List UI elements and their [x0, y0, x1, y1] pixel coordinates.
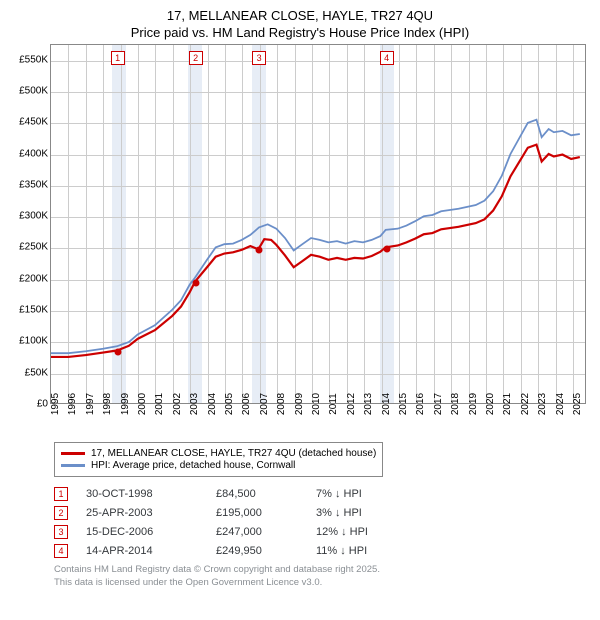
col-price: £249,950 — [216, 545, 316, 557]
y-tick-label: £400K — [19, 148, 48, 159]
y-tick-label: £450K — [19, 117, 48, 128]
row-marker: 3 — [54, 525, 68, 539]
y-tick-label: £150K — [19, 305, 48, 316]
col-date: 14-APR-2014 — [86, 545, 216, 557]
row-marker: 4 — [54, 544, 68, 558]
series-line — [51, 120, 580, 353]
y-tick-label: £50K — [25, 367, 48, 378]
footer-line-2: This data is licensed under the Open Gov… — [54, 577, 590, 590]
plot-area: 1 2 3 4 — [50, 44, 586, 404]
lines-svg — [51, 45, 585, 403]
titles: 17, MELLANEAR CLOSE, HAYLE, TR27 4QU Pri… — [10, 8, 590, 40]
y-tick-label: £500K — [19, 85, 48, 96]
title-sub: Price paid vs. HM Land Registry's House … — [10, 25, 590, 40]
legend-swatch — [61, 464, 85, 467]
sale-marker: 1 — [111, 51, 125, 65]
sale-point — [256, 247, 263, 254]
table-row: 4 14-APR-2014£249,95011% ↓ HPI — [54, 544, 590, 558]
y-tick-label: £250K — [19, 242, 48, 253]
x-axis: 1995199619971998199920002001200220032004… — [50, 404, 586, 434]
sales-table: 130-OCT-1998£84,5007% ↓ HPI225-APR-2003£… — [54, 487, 590, 558]
legend-swatch — [61, 452, 85, 455]
y-tick-label: £200K — [19, 273, 48, 284]
sale-marker: 4 — [380, 51, 394, 65]
y-axis: £0£50K£100K£150K£200K£250K£300K£350K£400… — [10, 44, 50, 404]
y-tick-label: £350K — [19, 179, 48, 190]
col-diff: 11% ↓ HPI — [316, 545, 396, 557]
footer-line-1: Contains HM Land Registry data © Crown c… — [54, 564, 590, 577]
col-price: £247,000 — [216, 526, 316, 538]
col-price: £84,500 — [216, 488, 316, 500]
table-row: 1 30-OCT-1998£84,5007% ↓ HPI — [54, 487, 590, 501]
sale-point — [192, 279, 199, 286]
sale-marker: 3 — [252, 51, 266, 65]
legend-row: 17, MELLANEAR CLOSE, HAYLE, TR27 4QU (de… — [61, 448, 376, 459]
legend-label: 17, MELLANEAR CLOSE, HAYLE, TR27 4QU (de… — [91, 448, 376, 459]
sale-point — [383, 245, 390, 252]
title-main: 17, MELLANEAR CLOSE, HAYLE, TR27 4QU — [10, 8, 590, 23]
footer: Contains HM Land Registry data © Crown c… — [54, 564, 590, 590]
col-date: 30-OCT-1998 — [86, 488, 216, 500]
col-date: 25-APR-2003 — [86, 507, 216, 519]
col-diff: 3% ↓ HPI — [316, 507, 396, 519]
y-tick-label: £550K — [19, 54, 48, 65]
y-tick-label: £0 — [37, 399, 48, 410]
col-date: 15-DEC-2006 — [86, 526, 216, 538]
legend: 17, MELLANEAR CLOSE, HAYLE, TR27 4QU (de… — [54, 442, 383, 477]
chart-container: 17, MELLANEAR CLOSE, HAYLE, TR27 4QU Pri… — [0, 0, 600, 620]
sale-point — [114, 349, 121, 356]
y-tick-label: £300K — [19, 211, 48, 222]
row-marker: 1 — [54, 487, 68, 501]
col-diff: 7% ↓ HPI — [316, 488, 396, 500]
row-marker: 2 — [54, 506, 68, 520]
table-row: 2 25-APR-2003£195,0003% ↓ HPI — [54, 506, 590, 520]
chart-area: £0 £50K £100K £150K £200K £250K £300K £350K £400… — [10, 44, 590, 434]
table-row: 3 15-DEC-2006£247,00012% ↓ HPI — [54, 525, 590, 539]
legend-label: HPI: Average price, detached house, Corn… — [91, 460, 295, 471]
col-diff: 12% ↓ HPI — [316, 526, 396, 538]
y-tick-label: £100K — [19, 336, 48, 347]
sale-marker: 2 — [189, 51, 203, 65]
legend-row: HPI: Average price, detached house, Corn… — [61, 460, 376, 471]
col-price: £195,000 — [216, 507, 316, 519]
